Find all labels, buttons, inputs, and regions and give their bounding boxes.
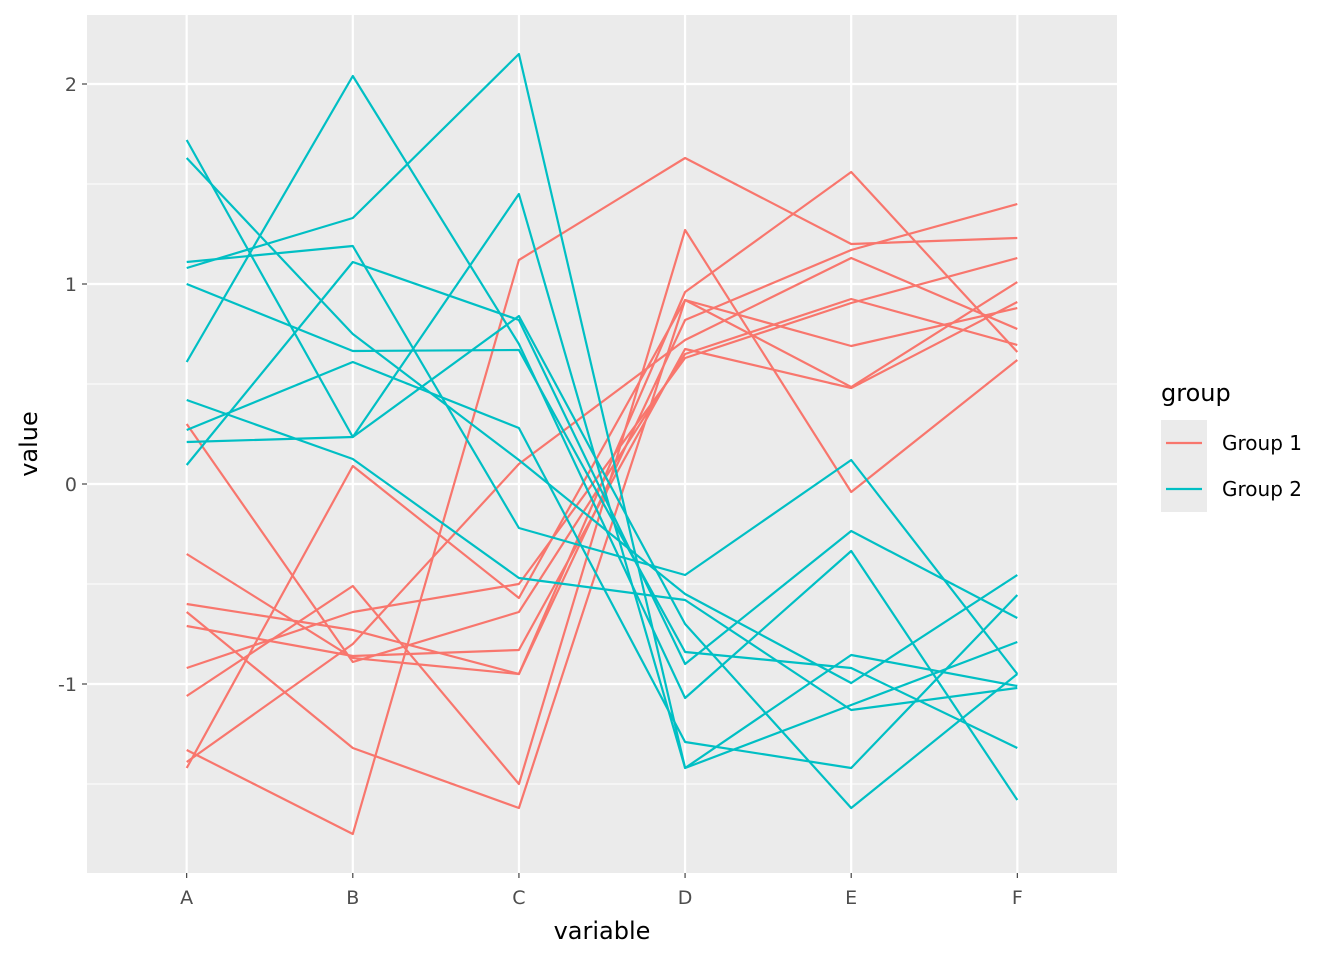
x-tick-label: F <box>1012 887 1023 909</box>
series-line-group-1 <box>186 228 1018 786</box>
x-tick-label: E <box>845 887 857 909</box>
legend-label-group-2: Group 2 <box>1222 477 1302 501</box>
x-tick-label: B <box>346 887 359 909</box>
x-axis-title: variable <box>554 917 651 945</box>
legend-item-group-1: Group 1 <box>1161 420 1302 466</box>
series-line-group-2 <box>186 282 1018 749</box>
series-line-group-2 <box>186 360 1019 770</box>
y-tick-label: 1 <box>65 274 77 296</box>
series-line-group-2 <box>185 74 1019 801</box>
y-tick-label: 0 <box>65 474 77 496</box>
y-tick-label: -1 <box>58 674 77 696</box>
legend-title: group <box>1161 379 1231 407</box>
series-line-group-1 <box>185 298 1018 769</box>
plot-panel <box>87 15 1117 873</box>
series-line-group-2 <box>185 157 1018 685</box>
series-line-group-2 <box>186 244 1019 675</box>
series-line-group-2 <box>186 398 1018 712</box>
y-tick-label: 2 <box>65 74 77 96</box>
x-axis-ticks: A B C D E F <box>180 873 1023 909</box>
series-line-group-1 <box>186 256 1018 763</box>
x-tick-label: C <box>512 887 525 909</box>
series-line-group-2 <box>186 52 1018 770</box>
series-line-group-2 <box>185 139 1018 770</box>
series-line-group-1 <box>186 156 1018 836</box>
series-line-group-2 <box>186 314 1018 810</box>
y-axis-ticks: 2 1 0 -1 <box>58 74 87 696</box>
legend-label-group-1: Group 1 <box>1222 431 1302 455</box>
series-line-group-1 <box>186 281 1018 810</box>
y-axis-title: value <box>15 411 43 477</box>
x-tick-label: D <box>678 887 693 909</box>
series-line-group-2 <box>185 260 1018 666</box>
x-tick-label: A <box>180 887 193 909</box>
legend-item-group-2: Group 2 <box>1161 466 1302 512</box>
series-lines <box>185 52 1019 836</box>
legend: group Group 1 Group 2 <box>1161 379 1302 512</box>
